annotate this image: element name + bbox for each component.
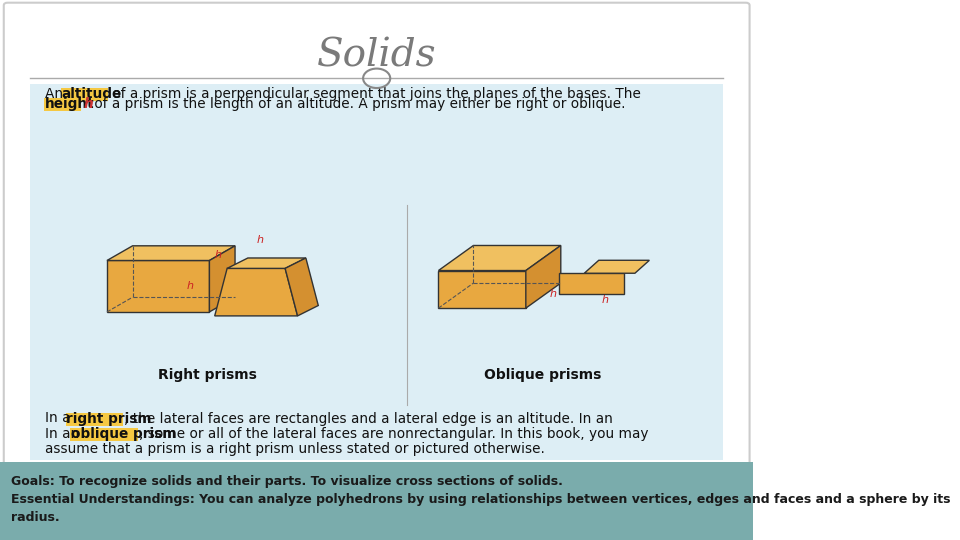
Text: Essential Understandings: You can analyze polyhedrons by using relationships bet: Essential Understandings: You can analyz… — [12, 493, 950, 506]
FancyBboxPatch shape — [0, 462, 754, 540]
Text: right prism: right prism — [66, 411, 152, 426]
Polygon shape — [585, 260, 649, 273]
Text: , the lateral faces are rectangles and a lateral edge is an altitude. In an: , the lateral faces are rectangles and a… — [124, 411, 612, 426]
FancyBboxPatch shape — [4, 3, 750, 537]
Text: assume that a prism is a right prism unless stated or pictured otherwise.: assume that a prism is a right prism unl… — [45, 442, 545, 456]
Polygon shape — [559, 273, 624, 294]
Polygon shape — [107, 260, 209, 312]
Polygon shape — [526, 246, 561, 308]
Polygon shape — [285, 258, 319, 316]
FancyBboxPatch shape — [30, 84, 723, 205]
Text: h: h — [215, 251, 222, 260]
Polygon shape — [209, 246, 235, 312]
Text: Solids: Solids — [317, 38, 437, 75]
Text: Right prisms: Right prisms — [157, 368, 256, 382]
FancyBboxPatch shape — [30, 398, 723, 460]
Text: h: h — [84, 97, 93, 111]
Polygon shape — [107, 246, 235, 260]
FancyBboxPatch shape — [44, 98, 81, 111]
Text: , some or all of the lateral faces are nonrectangular. In this book, you may: , some or all of the lateral faces are n… — [138, 427, 648, 441]
Text: An: An — [45, 87, 68, 101]
Text: h: h — [187, 281, 194, 291]
Polygon shape — [439, 271, 526, 308]
Polygon shape — [215, 268, 298, 316]
Text: In an: In an — [45, 427, 84, 441]
FancyBboxPatch shape — [61, 88, 108, 101]
Text: h: h — [601, 295, 609, 305]
Text: h: h — [550, 289, 557, 299]
Text: Goals: To recognize solids and their parts. To visualize cross sections of solid: Goals: To recognize solids and their par… — [12, 475, 564, 488]
FancyBboxPatch shape — [70, 428, 138, 441]
FancyBboxPatch shape — [65, 413, 123, 426]
Text: In a: In a — [45, 411, 75, 426]
FancyBboxPatch shape — [30, 202, 723, 405]
Text: of a prism is a perpendicular segment that joins the planes of the bases. The: of a prism is a perpendicular segment th… — [108, 87, 641, 101]
Text: oblique prism: oblique prism — [71, 427, 177, 441]
Polygon shape — [228, 258, 306, 268]
Text: h: h — [256, 235, 263, 245]
Polygon shape — [439, 246, 561, 271]
Text: Oblique prisms: Oblique prisms — [484, 368, 601, 382]
Text: of a prism is the length of an altitude. A prism may either be right or oblique.: of a prism is the length of an altitude.… — [90, 97, 626, 111]
Text: height: height — [45, 97, 95, 111]
Text: altitude: altitude — [61, 87, 122, 101]
Text: radius.: radius. — [12, 511, 60, 524]
